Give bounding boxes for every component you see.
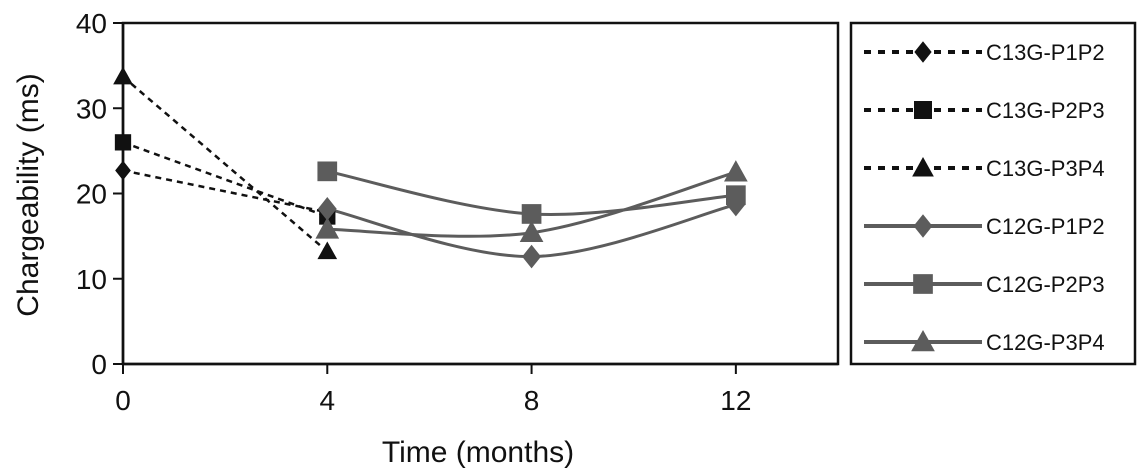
data-point-c13g-p3p4 (317, 241, 338, 260)
legend-marker-c12g-p1p2 (913, 214, 933, 238)
legend-frame (849, 21, 1137, 366)
y-tick-label: 40 (76, 8, 107, 39)
series-line-c13g-p1p2 (122, 169, 328, 214)
y-tick-label: 30 (76, 93, 107, 124)
y-axis-label: Chargeability (ms) (12, 73, 45, 316)
data-point-c13g-p1p2 (115, 160, 131, 181)
data-point-c12g-p1p2 (522, 244, 542, 269)
x-tick-label: 4 (319, 385, 335, 416)
data-point-c13g-p2p3 (114, 134, 132, 151)
legend-label: C12G-P1P2 (986, 214, 1105, 239)
legend-label: C13G-P1P2 (986, 40, 1105, 65)
x-axis-label: Time (months) (382, 436, 574, 469)
data-point-c12g-p3p4 (315, 217, 340, 239)
legend-marker-c12g-p2p3 (913, 274, 933, 294)
series-line-c13g-p3p4 (122, 75, 329, 253)
legend-label: C13G-P3P4 (986, 156, 1105, 181)
x-tick-label: 12 (720, 385, 751, 416)
legend-label: C13G-P2P3 (986, 98, 1105, 123)
data-point-c12g-p3p4 (724, 160, 748, 182)
legend-marker-c13g-p3p4 (912, 156, 934, 177)
data-point-c12g-p3p4 (519, 220, 544, 243)
legend-marker-c13g-p2p3 (914, 101, 932, 119)
data-point-c13g-p3p4 (113, 66, 133, 85)
data-point-c12g-p2p3 (317, 161, 338, 182)
y-tick-label: 0 (91, 349, 107, 380)
y-tick-label: 20 (76, 179, 107, 210)
legend-marker-c12g-p3p4 (911, 329, 935, 352)
legend-label: C12G-P2P3 (986, 272, 1105, 297)
y-tick-label: 10 (76, 264, 107, 295)
legend-label: C12G-P3P4 (986, 330, 1105, 355)
legend: C13G-P1P2 C13G-P2P3 C13G-P3P4 C12G-P1P2 C12G… (849, 21, 1137, 366)
legend-marker-c13g-p1p2 (914, 41, 932, 63)
series-line-c13g-p2p3 (122, 141, 328, 218)
data-point-c12g-p2p3 (521, 204, 542, 224)
x-tick-label: 8 (524, 385, 540, 416)
x-tick-label: 0 (115, 385, 131, 416)
data-point-c12g-p2p3 (726, 185, 746, 206)
